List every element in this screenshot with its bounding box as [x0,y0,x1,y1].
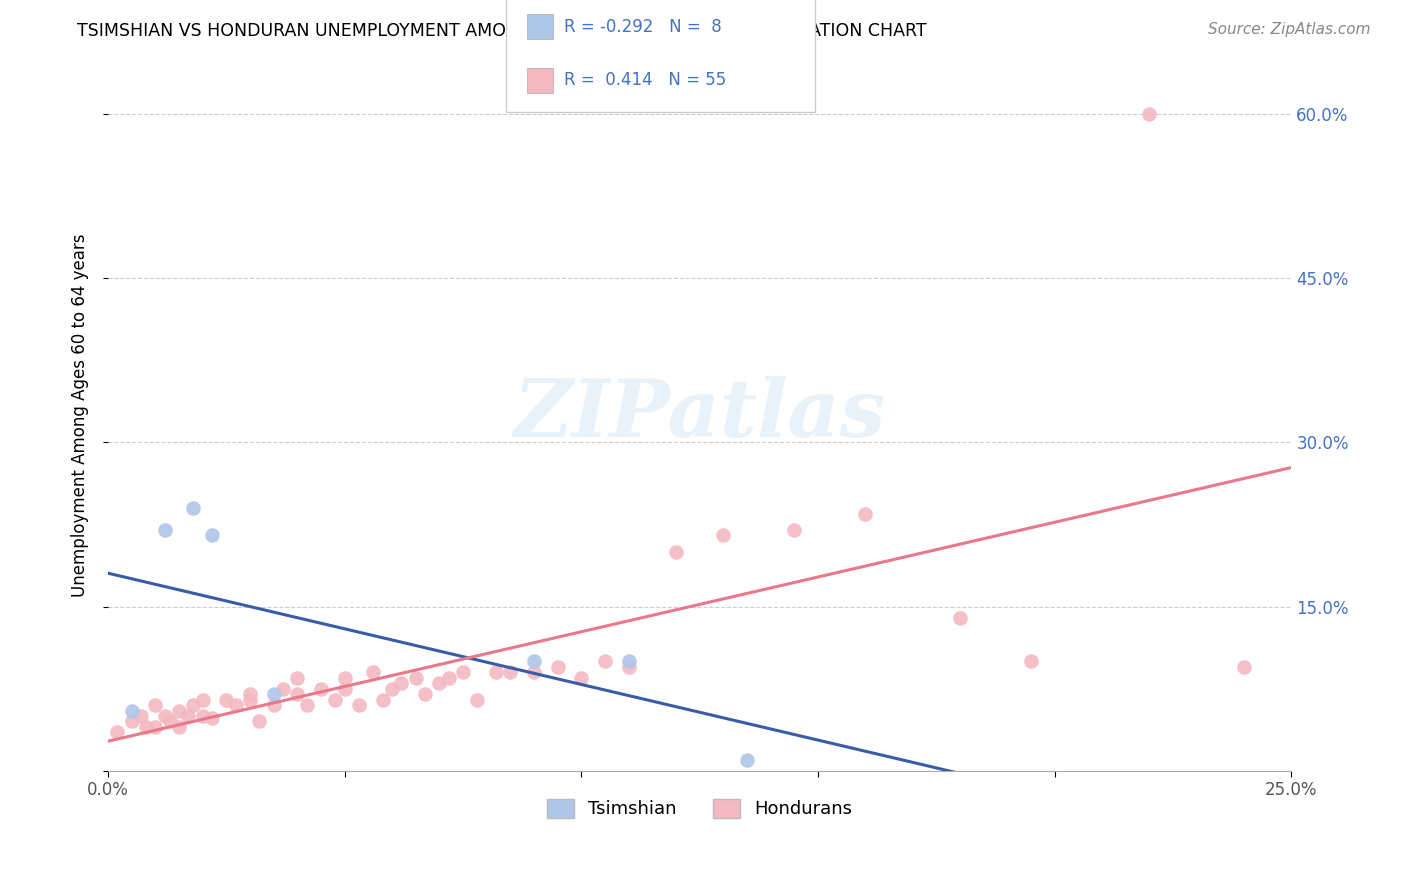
Point [1233,659,1256,673]
Point [153,709,176,723]
Point [465,692,488,706]
Point [167,720,190,734]
Point [191,709,214,723]
Point [215,692,238,706]
Point [201,711,224,725]
Point [523,654,546,668]
Point [783,523,806,537]
Point [1019,654,1042,668]
Point [451,665,474,680]
Point [263,698,285,712]
Point [181,698,204,712]
Point [159,714,181,729]
Point [333,681,356,696]
Text: Source: ZipAtlas.com: Source: ZipAtlas.com [1208,22,1371,37]
Text: R = -0.292   N =  8: R = -0.292 N = 8 [564,18,721,36]
Point [713,528,735,542]
Point [381,681,404,696]
Point [263,687,285,701]
Point [735,753,758,767]
Point [569,671,592,685]
Point [201,528,224,542]
Point [121,714,143,729]
Point [547,659,569,673]
Point [333,671,356,685]
Point [855,507,877,521]
Point [143,698,166,712]
Point [177,709,200,723]
Point [309,681,332,696]
Point [129,709,152,723]
Point [143,720,166,734]
Point [437,671,460,685]
Point [181,501,204,516]
Point [361,665,384,680]
Point [285,671,308,685]
Point [371,692,394,706]
Point [485,665,508,680]
Point [295,698,318,712]
Point [249,714,271,729]
Point [285,687,308,701]
Point [153,523,176,537]
Text: TSIMSHIAN VS HONDURAN UNEMPLOYMENT AMONG AGES 60 TO 64 YEARS CORRELATION CHART: TSIMSHIAN VS HONDURAN UNEMPLOYMENT AMONG… [77,22,927,40]
Point [135,720,157,734]
Point [413,687,436,701]
Point [271,681,294,696]
Point [347,698,370,712]
Point [665,545,688,559]
Point [121,704,143,718]
Point [107,725,129,739]
Point [499,665,522,680]
Point [593,654,616,668]
Legend: Tsimshian, Hondurans: Tsimshian, Hondurans [540,792,860,826]
Y-axis label: Unemployment Among Ages 60 to 64 years: Unemployment Among Ages 60 to 64 years [72,234,89,597]
Point [949,610,972,624]
Point [617,654,640,668]
Point [405,671,427,685]
Point [323,692,346,706]
Point [391,676,413,690]
Text: ZIPatlas: ZIPatlas [513,376,886,454]
Point [1139,107,1161,121]
Point [523,665,546,680]
Point [191,692,214,706]
Point [617,659,640,673]
Text: R =  0.414   N = 55: R = 0.414 N = 55 [564,71,725,89]
Point [239,687,262,701]
Point [427,676,450,690]
Point [239,692,262,706]
Point [167,704,190,718]
Point [225,698,247,712]
